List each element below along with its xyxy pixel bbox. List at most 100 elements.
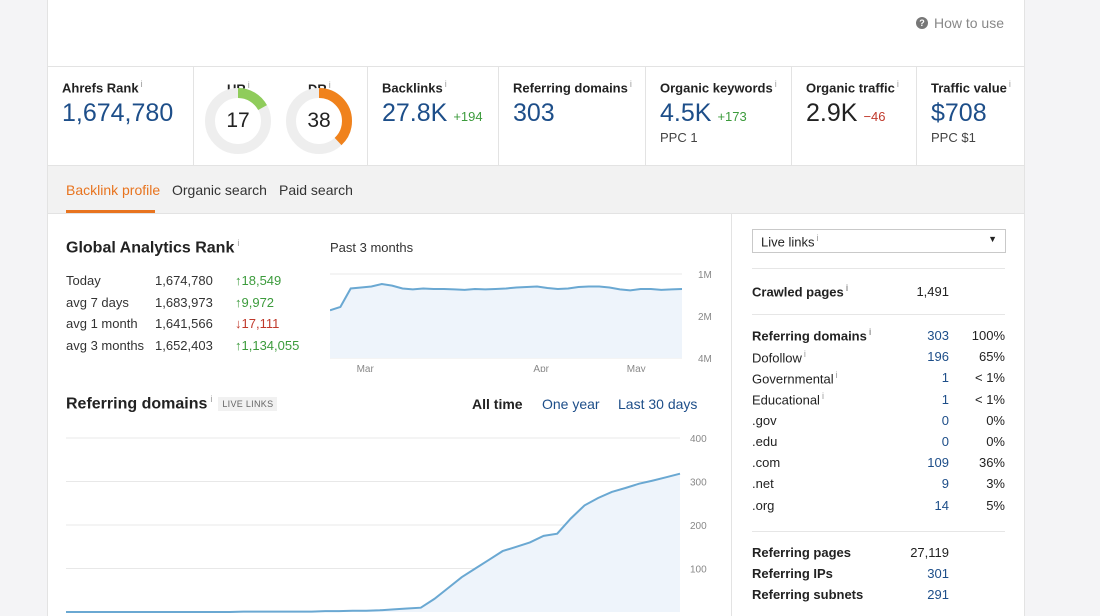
- referring-stat-row: Referring pages 27,119: [752, 542, 1006, 563]
- tab-backlink-profile[interactable]: Backlink profile: [66, 182, 161, 198]
- series-line: [66, 472, 681, 613]
- info-icon[interactable]: i: [140, 79, 143, 89]
- y-tick-label: 300: [690, 478, 707, 489]
- domain-stat-value[interactable]: 196: [927, 349, 949, 365]
- global-rank-title: Global Analytics Rank i: [66, 238, 240, 257]
- tab-paid-search[interactable]: Paid search: [279, 182, 353, 198]
- chevron-down-icon: ▼: [988, 234, 997, 244]
- link-type-select[interactable]: Live links i ▼: [752, 229, 1006, 253]
- referring-stat-value[interactable]: 291: [927, 587, 949, 603]
- link-type-select-value: Live links: [761, 234, 815, 250]
- rank-row-change: ↑18,549: [235, 273, 282, 289]
- divider: [752, 314, 1005, 315]
- crawled-pages-row: Crawled pages i 1,491: [752, 281, 1006, 302]
- domain-stat-value[interactable]: 0: [941, 412, 949, 428]
- info-icon[interactable]: i: [835, 369, 838, 380]
- domain-stat-label: .edu: [752, 434, 778, 449]
- referring-stat-row: Referring IPs 301: [752, 563, 1006, 584]
- info-icon[interactable]: i: [629, 79, 632, 89]
- info-icon[interactable]: i: [444, 79, 447, 89]
- how-to-use-link[interactable]: ? How to use: [915, 15, 1004, 31]
- ur-value: 17: [226, 109, 250, 132]
- referring-stat-label: Referring IPs: [752, 566, 833, 582]
- y-tick-label: 400: [690, 434, 707, 445]
- series-area: [66, 473, 680, 612]
- domain-stat-value[interactable]: 0: [941, 434, 949, 449]
- referring-stat-value[interactable]: 301: [927, 566, 949, 582]
- referring-stat-label: Referring subnets: [752, 587, 864, 603]
- metrics-bar: Ahrefs Rank i 1,674,780 UR i 17 DR i 38: [48, 66, 1024, 167]
- organic-keywords-value[interactable]: 4.5K: [660, 99, 712, 128]
- domain-stat-percent: 100%: [971, 328, 1005, 343]
- crawled-pages-label: Crawled pages i: [752, 283, 849, 300]
- rank-row-change: ↓17,111: [235, 316, 280, 332]
- domain-stat-percent: 36%: [978, 455, 1005, 471]
- domain-stat-value[interactable]: 9: [941, 476, 949, 492]
- domain-stat-value[interactable]: 14: [934, 497, 949, 513]
- referring-stat-row: Referring subnets 291: [752, 584, 1006, 605]
- domain-stat-row: .net 9 3%: [752, 473, 1006, 494]
- info-icon[interactable]: i: [868, 327, 872, 338]
- range-one-year-button[interactable]: One year: [542, 396, 600, 412]
- info-icon[interactable]: i: [247, 80, 250, 90]
- divider: [752, 531, 1005, 532]
- series-line: [330, 282, 683, 312]
- range-all-time-button[interactable]: All time: [472, 396, 523, 412]
- rank-row-label: avg 3 months: [66, 337, 145, 353]
- domain-stat-percent: 0%: [986, 412, 1005, 428]
- domain-stat-value[interactable]: 303: [927, 328, 949, 343]
- how-to-use-label[interactable]: How to use: [933, 15, 1004, 31]
- rank-chart[interactable]: 1M 2M 4M Mar Apr May: [330, 264, 716, 372]
- rank-row: avg 3 months 1,652,403 ↑1,134,055: [66, 335, 299, 357]
- info-icon[interactable]: i: [896, 79, 899, 89]
- x-tick-label: May: [627, 364, 646, 372]
- range-last-30-days-button[interactable]: Last 30 days: [618, 396, 698, 412]
- info-icon[interactable]: i: [774, 79, 777, 89]
- info-icon[interactable]: i: [1008, 79, 1011, 89]
- domain-stat-value[interactable]: 1: [941, 391, 949, 407]
- divider: [752, 268, 1005, 269]
- organic-traffic-value[interactable]: 2.9K: [806, 99, 858, 128]
- live-links-tag: LIVE LINKS: [218, 397, 278, 412]
- backlinks-value[interactable]: 27.8K: [382, 99, 448, 128]
- rank-row: avg 7 days 1,683,973 ↑9,972: [66, 292, 299, 314]
- rank-row-value: 1,641,566: [155, 316, 213, 332]
- y-tick-label: 100: [690, 565, 707, 576]
- rank-row-change: ↑9,972: [235, 294, 275, 310]
- stats-sidebar: Live links i ▼ Crawled pages i 1,491 Refer…: [731, 214, 1024, 616]
- x-tick-label: Mar: [357, 364, 375, 372]
- referring-domains-value[interactable]: 303: [513, 99, 555, 128]
- traffic-value-ppc: PPC $1: [931, 130, 976, 146]
- info-icon[interactable]: i: [328, 80, 331, 90]
- rank-row-value: 1,683,973: [155, 294, 213, 310]
- rank-row: avg 1 month 1,641,566 ↓17,111: [66, 313, 299, 335]
- info-icon[interactable]: i: [803, 348, 806, 359]
- ur-gauge: 17: [204, 87, 272, 155]
- tab-organic-search[interactable]: Organic search: [172, 182, 267, 198]
- domain-stat-row: Referring domains i 303 100%: [752, 325, 1006, 346]
- y-tick-label: 200: [690, 521, 707, 532]
- referring-domains-label: Referring domains i: [513, 79, 632, 96]
- organic-traffic-delta: −46: [863, 109, 886, 125]
- traffic-value-value[interactable]: $708: [931, 99, 987, 128]
- domain-stat-percent: 3%: [986, 476, 1005, 492]
- domain-stat-label: Governmental i: [752, 369, 838, 387]
- info-icon[interactable]: i: [237, 238, 240, 248]
- info-icon[interactable]: i: [845, 283, 849, 294]
- info-icon[interactable]: i: [821, 390, 824, 401]
- analytics-panel: Global Analytics Rank i Today 1,674,780 ↑…: [48, 214, 731, 616]
- referring-domains-chart[interactable]: 100 200 300 400: [66, 428, 716, 616]
- rank-table: Today 1,674,780 ↑18,549 avg 7 days 1,683…: [66, 270, 299, 356]
- domain-stat-row: Dofollow i 196 65%: [752, 346, 1006, 367]
- domain-stat-value[interactable]: 109: [927, 455, 949, 471]
- organic-traffic-card: Organic traffic i 2.9K −46: [792, 67, 917, 167]
- y-tick-label: 4M: [698, 354, 712, 365]
- info-icon[interactable]: i: [816, 233, 819, 243]
- domain-stat-value[interactable]: 1: [941, 370, 949, 386]
- rank-chart-period: Past 3 months: [330, 240, 414, 255]
- info-icon[interactable]: i: [210, 394, 213, 404]
- y-tick-label: 1M: [698, 270, 712, 281]
- domain-stat-row: .com 109 36%: [752, 452, 1006, 473]
- ur-dr-card: UR i 17 DR i 38: [194, 67, 368, 167]
- x-tick-label: Apr: [533, 364, 549, 372]
